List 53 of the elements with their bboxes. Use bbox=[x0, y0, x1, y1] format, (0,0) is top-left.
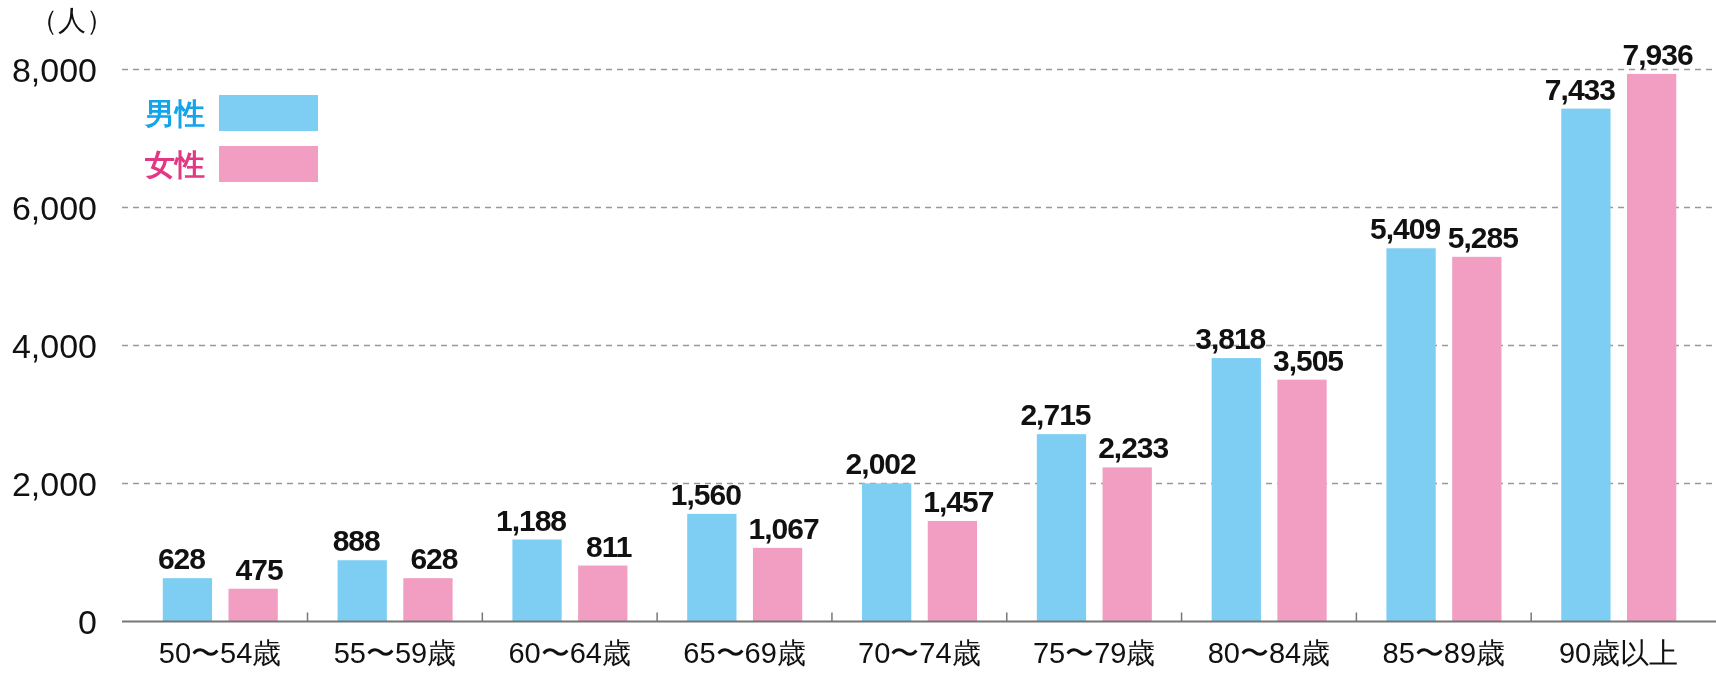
data-label: 811 bbox=[586, 529, 632, 563]
x-tick-label: 90歳以上 bbox=[1558, 637, 1679, 669]
data-label: 2,233 bbox=[1098, 431, 1169, 465]
x-tick-label: 50〜54歳 bbox=[158, 637, 282, 669]
x-tick-label: 80〜84歳 bbox=[1207, 637, 1331, 669]
x-tick-label: 55〜59歳 bbox=[333, 637, 457, 669]
data-label: 2,715 bbox=[1020, 398, 1091, 432]
data-label: 1,188 bbox=[496, 503, 567, 537]
bar bbox=[752, 547, 803, 622]
bar bbox=[578, 565, 628, 622]
y-tick-label: 8,000 bbox=[11, 50, 97, 89]
bar bbox=[1277, 379, 1327, 622]
bar bbox=[1102, 467, 1152, 622]
legend-label: 女性 bbox=[144, 147, 205, 181]
bar bbox=[1452, 256, 1502, 622]
bar bbox=[337, 560, 387, 622]
bar bbox=[687, 513, 737, 622]
data-label: 3,505 bbox=[1272, 343, 1344, 377]
data-label: 7,433 bbox=[1544, 72, 1616, 106]
data-label: 1,457 bbox=[923, 484, 994, 518]
bar bbox=[1626, 73, 1677, 622]
bar bbox=[228, 588, 278, 622]
bar bbox=[162, 578, 213, 622]
data-label: 3,818 bbox=[1195, 322, 1266, 356]
bar bbox=[862, 483, 912, 622]
data-label: 628 bbox=[157, 542, 206, 576]
data-label: 888 bbox=[332, 524, 381, 558]
data-label: 5,285 bbox=[1447, 220, 1519, 254]
x-tick-label: 75〜79歳 bbox=[1032, 637, 1156, 669]
x-tick-label: 85〜89歳 bbox=[1382, 637, 1506, 669]
bar bbox=[927, 520, 978, 622]
bar bbox=[1386, 248, 1436, 622]
data-label: 5,409 bbox=[1370, 212, 1441, 246]
y-tick-label: 4,000 bbox=[11, 326, 97, 365]
bar bbox=[1561, 108, 1611, 622]
data-label: 7,936 bbox=[1622, 37, 1693, 71]
legend-label: 男性 bbox=[144, 96, 205, 130]
x-tick-label: 65〜69歳 bbox=[683, 637, 806, 669]
data-label: 475 bbox=[235, 552, 283, 586]
data-label: 628 bbox=[410, 542, 458, 576]
y-tick-label: 2,000 bbox=[11, 464, 97, 503]
y-tick-label: 6,000 bbox=[11, 188, 97, 227]
bar bbox=[1211, 358, 1261, 622]
bar bbox=[512, 539, 562, 622]
data-label: 1,560 bbox=[670, 477, 742, 511]
y-axis-title: （人） bbox=[30, 4, 114, 36]
bar bbox=[403, 578, 453, 622]
data-label: 1,067 bbox=[748, 511, 819, 545]
x-tick-label: 70〜74歳 bbox=[858, 637, 981, 669]
data-label: 2,002 bbox=[845, 447, 917, 481]
y-tick-label: 0 bbox=[78, 602, 97, 641]
bar bbox=[1036, 434, 1087, 622]
x-tick-label: 60〜64歳 bbox=[508, 637, 631, 669]
